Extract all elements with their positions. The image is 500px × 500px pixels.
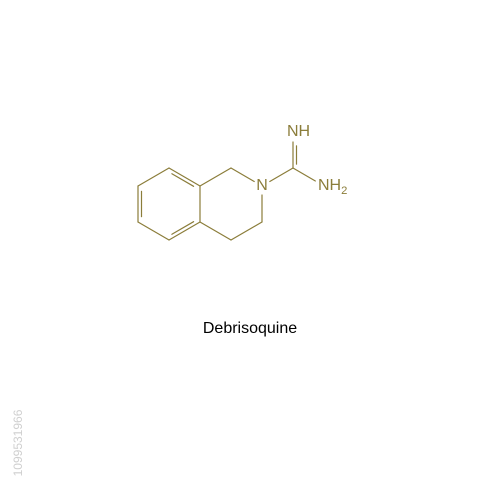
watermark-id: 1099531966 <box>11 410 25 477</box>
atom-label-n13: NH2 <box>318 177 347 195</box>
compound-caption: Debrisoquine <box>203 320 297 338</box>
diagram-canvas: N NH NH2 Debrisoquine 1099531966 <box>0 0 500 500</box>
atom-label-n12: NH <box>287 123 310 141</box>
atom-label-n8: N <box>256 177 268 195</box>
bond-svg <box>0 0 500 500</box>
